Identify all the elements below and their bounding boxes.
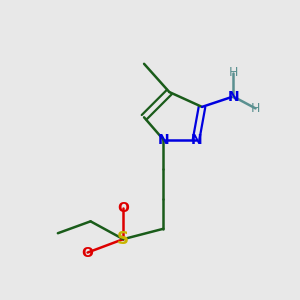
Text: N: N <box>158 133 169 147</box>
Text: N: N <box>190 133 202 147</box>
Text: N: N <box>227 89 239 103</box>
Text: H: H <box>251 102 260 115</box>
Text: S: S <box>117 230 129 248</box>
Text: O: O <box>82 245 94 260</box>
Text: H: H <box>229 66 238 79</box>
Text: O: O <box>117 201 129 215</box>
